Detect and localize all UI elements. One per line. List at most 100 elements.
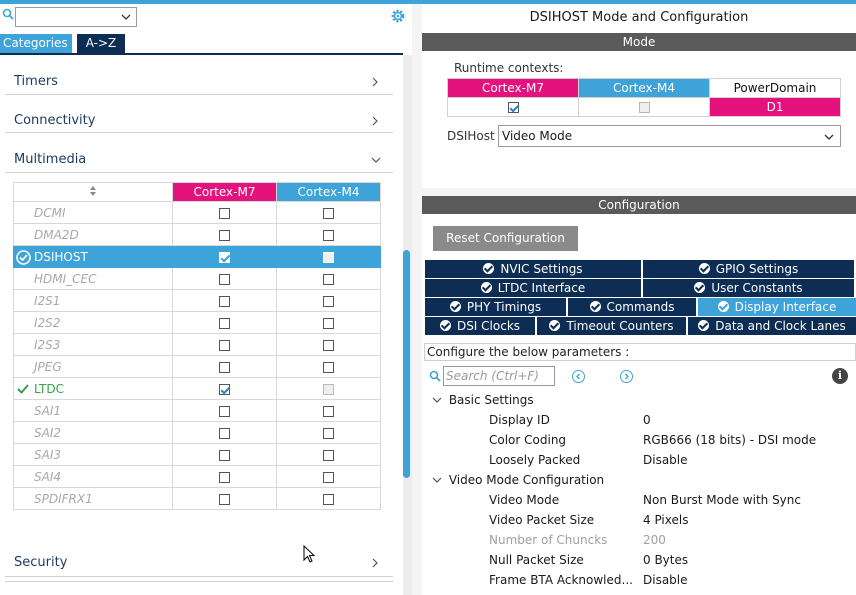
check-circle-icon xyxy=(694,282,706,293)
col-cortex-m7[interactable]: Cortex-M7 xyxy=(172,182,277,202)
ip-name-cell[interactable]: DSIHOST xyxy=(13,245,173,268)
table-row[interactable]: DSIHOST xyxy=(13,245,381,268)
ip-name-cell[interactable]: JPEG xyxy=(13,355,173,378)
tab-display-interface[interactable]: Display Interface xyxy=(698,298,856,316)
search-next-button[interactable] xyxy=(620,370,633,383)
checkbox-m7[interactable] xyxy=(219,317,230,329)
category-security[interactable]: Security xyxy=(14,553,394,573)
ip-name-cell[interactable]: SAI4 xyxy=(13,465,173,488)
table-row[interactable]: SAI3 xyxy=(13,443,381,466)
category-timers[interactable]: Timers xyxy=(14,72,394,92)
param-value[interactable]: 0 xyxy=(643,413,651,427)
ip-name-cell[interactable]: LTDC xyxy=(13,377,173,400)
table-row[interactable]: I2S1 xyxy=(13,289,381,312)
tab-ltdc-interface[interactable]: LTDC Interface xyxy=(425,279,643,297)
tab-timeout-counters[interactable]: Timeout Counters xyxy=(537,317,688,335)
info-icon[interactable]: i xyxy=(832,368,848,384)
tab-nvic-settings[interactable]: NVIC Settings xyxy=(425,260,643,278)
ip-name-cell[interactable]: DCMI xyxy=(13,201,173,224)
ip-name-cell[interactable]: SPDIFRX1 xyxy=(13,487,173,510)
checkbox-m4[interactable] xyxy=(323,449,334,461)
checkbox-m4[interactable] xyxy=(323,229,334,241)
checkbox-m4[interactable] xyxy=(323,295,334,307)
table-row[interactable]: DCMI xyxy=(13,201,381,224)
ip-name-cell[interactable]: I2S2 xyxy=(13,311,173,334)
checkbox-m4[interactable] xyxy=(323,273,334,285)
dsihost-mode-select[interactable]: Video Mode xyxy=(498,125,841,147)
tab-data-and-clock-lanes[interactable]: Data and Clock Lanes xyxy=(688,317,856,335)
tab-phy-timings[interactable]: PHY Timings xyxy=(425,298,568,316)
checkbox-m4[interactable] xyxy=(323,427,334,439)
sort-header[interactable] xyxy=(13,182,173,202)
section-video-mode-configuration[interactable]: Video Mode Configuration xyxy=(432,473,604,487)
checkbox-m7[interactable] xyxy=(219,229,230,241)
checkbox-m4[interactable] xyxy=(323,339,334,351)
checkbox-m7[interactable] xyxy=(219,471,230,483)
ip-name-cell[interactable]: SAI2 xyxy=(13,421,173,444)
tab-commands[interactable]: Commands xyxy=(568,298,698,316)
category-connectivity[interactable]: Connectivity xyxy=(14,111,394,131)
param-value[interactable]: RGB666 (18 bits) - DSI mode xyxy=(643,433,817,447)
checkbox-m7[interactable] xyxy=(219,207,230,219)
checkbox-m4[interactable] xyxy=(323,207,334,219)
checkbox-m4[interactable] xyxy=(323,361,334,373)
reset-configuration-button[interactable]: Reset Configuration xyxy=(433,226,578,251)
category-search-combo[interactable] xyxy=(15,7,137,27)
checkbox-m7[interactable] xyxy=(219,427,230,439)
table-row[interactable]: SPDIFRX1 xyxy=(13,487,381,510)
runtime-m7-checkbox[interactable] xyxy=(507,102,519,113)
checkbox-m7[interactable] xyxy=(219,361,230,373)
param-value[interactable]: 4 Pixels xyxy=(643,513,689,527)
ip-name-cell[interactable]: I2S1 xyxy=(13,289,173,312)
checkbox-m4[interactable] xyxy=(323,493,334,505)
tab-categories[interactable]: Categories xyxy=(0,34,72,53)
search-icon[interactable] xyxy=(2,8,14,20)
parameter-search-input[interactable]: Search (Ctrl+F) xyxy=(443,366,555,386)
table-row[interactable]: SAI1 xyxy=(13,399,381,422)
table-row[interactable]: JPEG xyxy=(13,355,381,378)
param-value[interactable]: Disable xyxy=(643,573,688,587)
checkbox-m7[interactable] xyxy=(219,449,230,461)
checkbox-m4[interactable] xyxy=(323,383,334,395)
check-circle-icon xyxy=(717,301,729,312)
table-row[interactable]: I2S2 xyxy=(13,311,381,334)
scrollbar-thumb[interactable] xyxy=(403,250,410,478)
tab-dsi-clocks[interactable]: DSI Clocks xyxy=(425,317,537,335)
table-row[interactable]: SAI4 xyxy=(13,465,381,488)
checkbox-m7[interactable] xyxy=(219,273,230,285)
ip-name-cell[interactable]: SAI1 xyxy=(13,399,173,422)
ip-name-cell[interactable]: SAI3 xyxy=(13,443,173,466)
checkbox-m7[interactable] xyxy=(219,493,230,505)
table-row[interactable]: SAI2 xyxy=(13,421,381,444)
checkbox-m7[interactable] xyxy=(219,295,230,307)
param-value[interactable]: 0 Bytes xyxy=(643,553,689,567)
section-basic-settings[interactable]: Basic Settings xyxy=(432,393,534,407)
tab-a-z[interactable]: A->Z xyxy=(77,34,125,53)
search-prev-button[interactable] xyxy=(572,370,585,383)
panel-splitter[interactable] xyxy=(412,4,422,595)
table-row[interactable]: DMA2D xyxy=(13,223,381,246)
table-row[interactable]: HDMI_CEC xyxy=(13,267,381,290)
checkbox-m4[interactable] xyxy=(323,251,334,263)
table-row[interactable]: LTDC xyxy=(13,377,381,400)
checkbox-m7[interactable] xyxy=(219,339,230,351)
tab-user-constants[interactable]: User Constants xyxy=(643,279,856,297)
param-value[interactable]: Non Burst Mode with Sync xyxy=(643,493,801,507)
col-cortex-m4[interactable]: Cortex-M4 xyxy=(276,182,381,202)
ip-name-cell[interactable]: HDMI_CEC xyxy=(13,267,173,290)
checkbox-m4[interactable] xyxy=(323,471,334,483)
checkbox-m7[interactable] xyxy=(219,383,230,395)
category-multimedia[interactable]: Multimedia xyxy=(14,150,394,170)
param-value[interactable]: Disable xyxy=(643,453,688,467)
tab-gpio-settings[interactable]: GPIO Settings xyxy=(643,260,856,278)
checkbox-m4[interactable] xyxy=(323,317,334,329)
ip-name-cell[interactable]: I2S3 xyxy=(13,333,173,356)
table-row[interactable]: I2S3 xyxy=(13,333,381,356)
search-icon[interactable] xyxy=(429,370,441,382)
gear-icon[interactable] xyxy=(389,7,407,25)
checkbox-m7[interactable] xyxy=(219,405,230,417)
ip-name-cell[interactable]: DMA2D xyxy=(13,223,173,246)
runtime-m4-checkbox[interactable] xyxy=(638,102,650,113)
checkbox-m4[interactable] xyxy=(323,405,334,417)
checkbox-m7[interactable] xyxy=(219,251,230,263)
